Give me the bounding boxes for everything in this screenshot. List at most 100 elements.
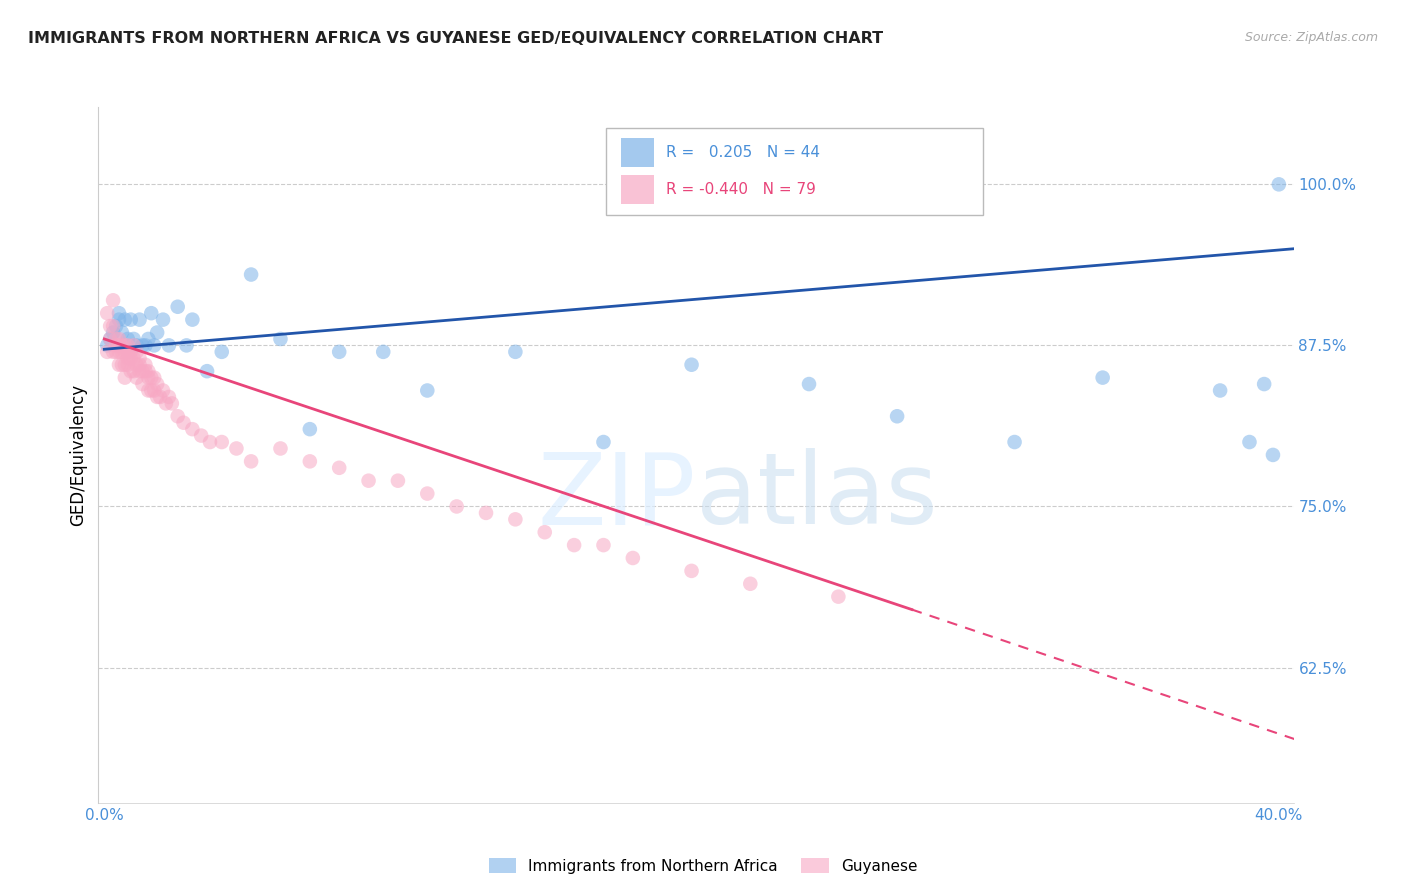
Point <box>533 525 555 540</box>
Point <box>101 344 124 359</box>
Point <box>621 551 644 566</box>
Point <box>131 338 153 352</box>
Point <box>98 332 121 346</box>
Text: IMMIGRANTS FROM NORTHERN AFRICA VS GUYANESE GED/EQUIVALENCY CORRELATION CHART: IMMIGRANTS FROM NORTHERN AFRICA VS GUYAN… <box>28 31 883 46</box>
Point <box>181 312 204 326</box>
Point <box>160 396 183 410</box>
Point <box>357 474 380 488</box>
Point <box>505 512 527 526</box>
Point <box>120 344 142 359</box>
Point <box>128 364 150 378</box>
Point <box>225 442 247 456</box>
Point <box>298 422 321 436</box>
Point <box>416 384 439 398</box>
Point <box>152 312 174 326</box>
Point <box>105 332 128 346</box>
Point <box>108 358 131 372</box>
Point <box>1004 435 1026 450</box>
Point <box>138 364 160 378</box>
Point <box>122 351 145 366</box>
Point <box>190 428 212 442</box>
Point <box>134 338 156 352</box>
Point <box>101 293 124 308</box>
Point <box>740 576 762 591</box>
Point <box>173 416 195 430</box>
Point <box>298 454 321 468</box>
Point <box>1268 178 1291 192</box>
Text: R = -0.440   N = 79: R = -0.440 N = 79 <box>666 182 815 197</box>
Point <box>1091 370 1114 384</box>
Point <box>120 364 142 378</box>
Text: atlas: atlas <box>696 448 938 545</box>
Point <box>120 312 142 326</box>
Point <box>125 338 148 352</box>
Point <box>143 338 166 352</box>
Point <box>176 338 198 352</box>
Point <box>96 344 118 359</box>
Point <box>143 370 166 384</box>
Point <box>211 435 233 450</box>
Point <box>128 358 150 372</box>
Point <box>105 338 128 352</box>
Point <box>108 338 131 352</box>
Point <box>111 326 134 340</box>
Point <box>1209 384 1232 398</box>
Point <box>797 377 820 392</box>
Point <box>125 358 148 372</box>
Text: R =   0.205   N = 44: R = 0.205 N = 44 <box>666 145 820 160</box>
Point <box>157 390 180 404</box>
Point <box>211 344 233 359</box>
Point <box>125 344 148 359</box>
Point <box>446 500 468 514</box>
Point <box>117 332 139 346</box>
Point <box>131 364 153 378</box>
Point <box>105 319 128 334</box>
Point <box>146 390 169 404</box>
Point <box>108 306 131 320</box>
Point <box>152 384 174 398</box>
Point <box>416 486 439 500</box>
Text: Source: ZipAtlas.com: Source: ZipAtlas.com <box>1244 31 1378 45</box>
Point <box>146 377 169 392</box>
Point <box>122 364 145 378</box>
Point <box>138 384 160 398</box>
Point <box>562 538 585 552</box>
Text: ZIP: ZIP <box>537 448 696 545</box>
Point <box>108 344 131 359</box>
Point <box>114 370 136 384</box>
Point <box>96 338 118 352</box>
Point <box>131 377 153 392</box>
Point <box>108 332 131 346</box>
Point <box>146 326 169 340</box>
Point <box>96 306 118 320</box>
Point <box>114 358 136 372</box>
Point <box>134 358 156 372</box>
Point <box>1239 435 1261 450</box>
Point <box>240 454 263 468</box>
Point <box>886 409 908 424</box>
Point <box>117 358 139 372</box>
Bar <box>620 138 654 167</box>
Point <box>105 344 128 359</box>
Point <box>240 268 263 282</box>
Point <box>827 590 849 604</box>
Point <box>166 300 188 314</box>
Point <box>157 338 180 352</box>
Point <box>125 370 148 384</box>
Point <box>138 370 160 384</box>
Point <box>269 442 291 456</box>
Point <box>155 396 177 410</box>
Point <box>114 338 136 352</box>
Point <box>108 312 131 326</box>
Point <box>134 364 156 378</box>
Point <box>681 564 703 578</box>
Point <box>166 409 188 424</box>
Point <box>195 364 218 378</box>
Point <box>120 351 142 366</box>
Point <box>122 338 145 352</box>
Point <box>592 435 614 450</box>
Point <box>98 319 121 334</box>
Point <box>149 390 172 404</box>
Point <box>117 338 139 352</box>
Point <box>128 312 150 326</box>
